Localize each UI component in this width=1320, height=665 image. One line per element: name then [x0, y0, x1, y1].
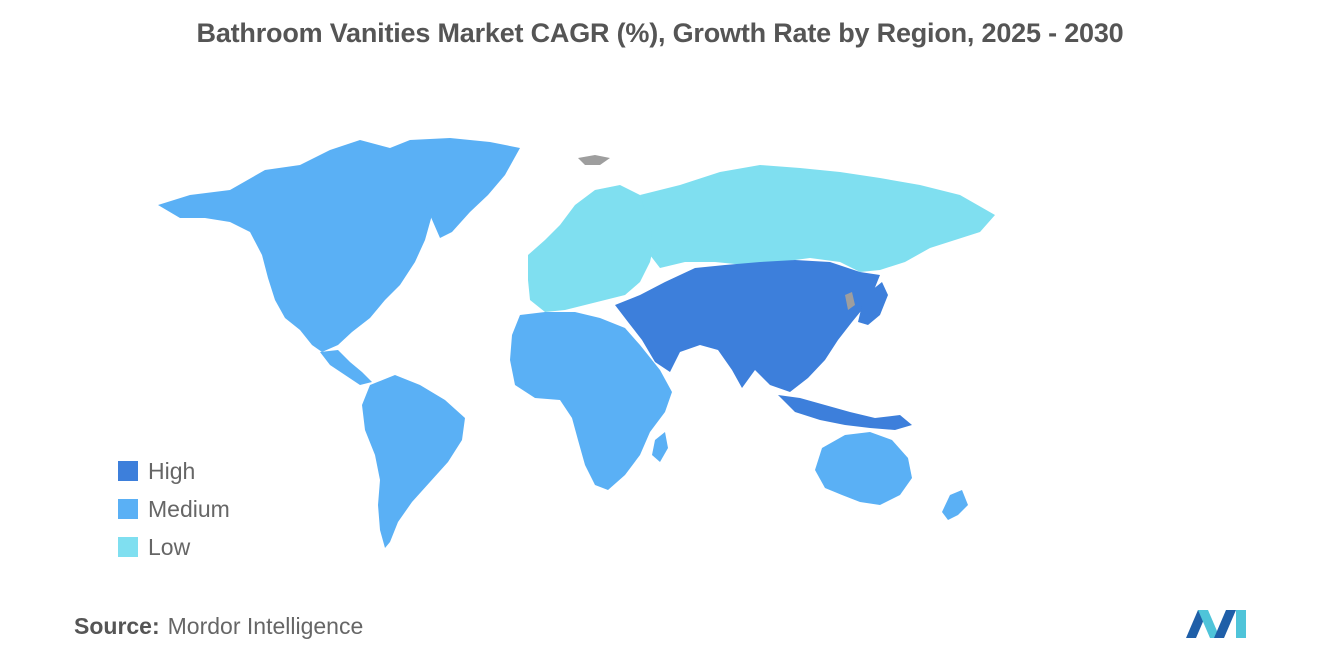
legend-swatch-high: [118, 461, 138, 481]
legend-label-medium: Medium: [148, 495, 230, 522]
region-north-america: [158, 140, 432, 352]
mordor-intelligence-logo: [1186, 610, 1246, 638]
region-greenland: [385, 138, 520, 238]
region-southeast-asia: [778, 395, 912, 430]
legend: High Medium Low: [118, 452, 230, 566]
source-label: Source:: [74, 613, 160, 639]
region-svalbard-no-data: [578, 155, 610, 165]
region-russia: [640, 165, 995, 272]
legend-item-high: High: [118, 452, 230, 490]
region-asia-pacific: [615, 260, 880, 392]
legend-label-low: Low: [148, 533, 191, 560]
region-africa: [510, 312, 672, 490]
region-south-america: [362, 375, 465, 548]
chart-title: Bathroom Vanities Market CAGR (%), Growt…: [196, 18, 1124, 48]
legend-item-low: Low: [118, 528, 230, 566]
legend-swatch-medium: [118, 499, 138, 519]
region-new-zealand: [942, 490, 968, 520]
legend-item-medium: Medium: [118, 490, 230, 528]
legend-label-high: High: [148, 457, 196, 484]
region-europe: [528, 185, 655, 312]
region-madagascar: [652, 432, 668, 462]
region-japan: [858, 282, 888, 325]
source-note: Source: Mordor Intelligence: [74, 613, 363, 640]
source-text: Mordor Intelligence: [167, 613, 364, 639]
region-australia: [815, 432, 912, 505]
region-korea-no-data: [845, 292, 855, 310]
region-central-america: [320, 350, 372, 385]
legend-swatch-low: [118, 537, 138, 557]
